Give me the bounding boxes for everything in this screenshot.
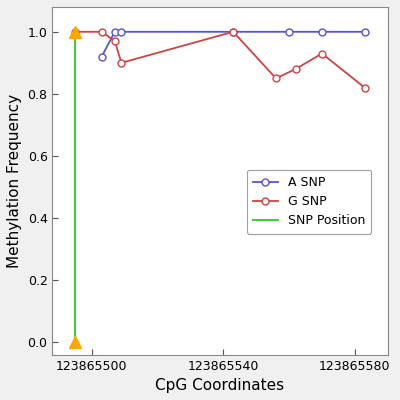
G SNP xyxy=(320,51,324,56)
G SNP xyxy=(293,67,298,72)
X-axis label: CpG Coordinates: CpG Coordinates xyxy=(156,378,284,393)
Line: A SNP: A SNP xyxy=(98,28,368,60)
G SNP xyxy=(119,60,124,65)
Y-axis label: Methylation Frequency: Methylation Frequency xyxy=(7,94,22,268)
A SNP xyxy=(119,29,124,34)
G SNP xyxy=(362,85,367,90)
A SNP xyxy=(99,54,104,59)
G SNP xyxy=(112,39,117,44)
A SNP xyxy=(231,29,236,34)
A SNP xyxy=(112,29,117,34)
Line: G SNP: G SNP xyxy=(72,28,368,91)
A SNP xyxy=(320,29,324,34)
A SNP xyxy=(287,29,292,34)
G SNP xyxy=(99,29,104,34)
G SNP xyxy=(73,29,78,34)
G SNP xyxy=(231,29,236,34)
A SNP xyxy=(362,29,367,34)
G SNP xyxy=(274,76,278,81)
Legend: A SNP, G SNP, SNP Position: A SNP, G SNP, SNP Position xyxy=(246,170,371,234)
